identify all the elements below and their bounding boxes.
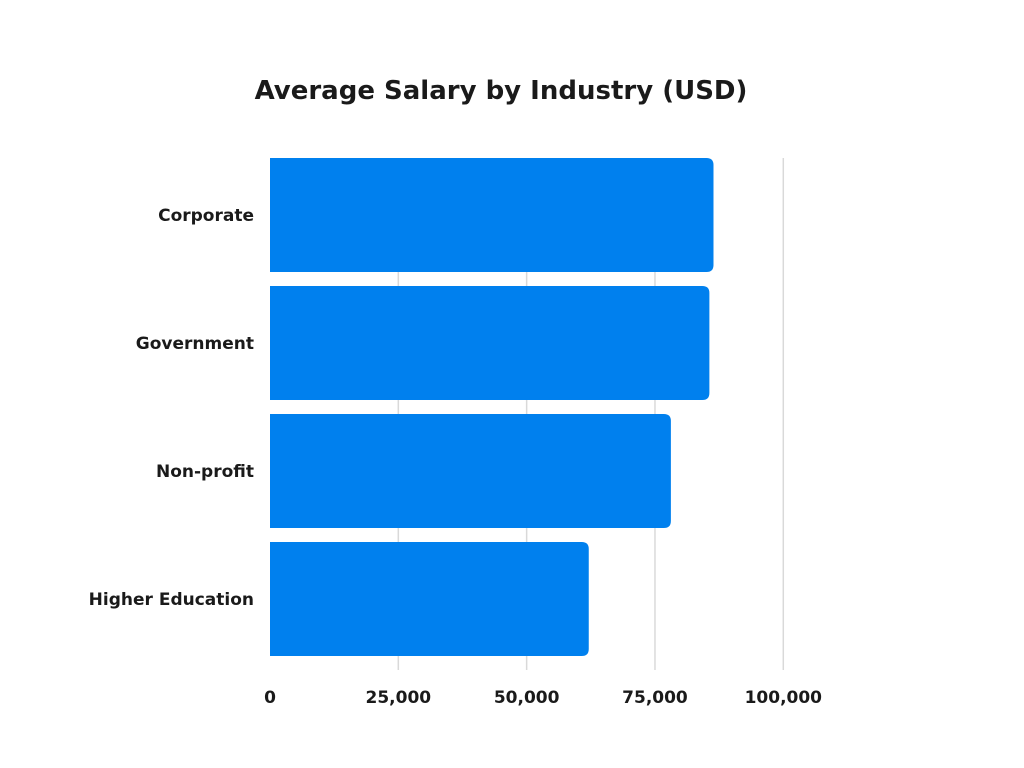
bar-higher-education [270, 542, 589, 656]
y-category-label: Corporate [158, 206, 254, 226]
bar-corporate [270, 158, 714, 272]
bar-non-profit [270, 414, 671, 528]
y-category-label: Government [136, 334, 254, 354]
x-tick-label: 50,000 [494, 688, 560, 708]
x-tick-label: 100,000 [745, 688, 823, 708]
y-category-label: Non-profit [156, 462, 254, 482]
x-tick-label: 75,000 [622, 688, 688, 708]
x-tick-label: 25,000 [366, 688, 432, 708]
chart-title: Average Salary by Industry (USD) [254, 76, 748, 106]
y-category-label: Higher Education [89, 590, 254, 610]
x-tick-label: 0 [264, 688, 276, 708]
bar-government [270, 286, 710, 400]
